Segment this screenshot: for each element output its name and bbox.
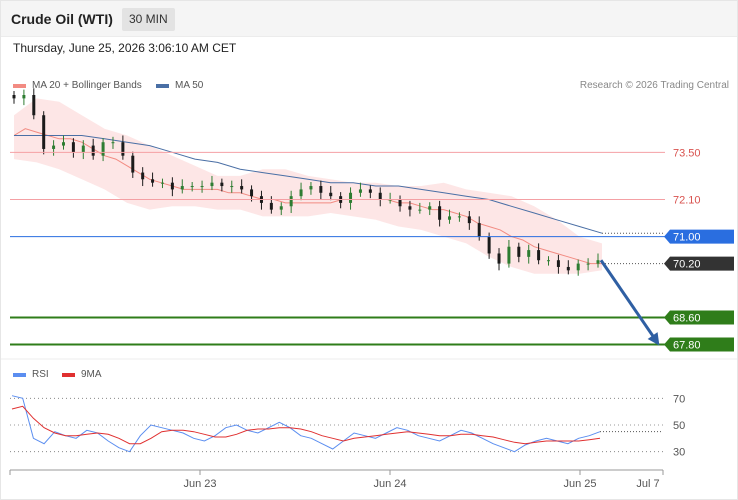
candle-body: [596, 260, 600, 264]
candle-body: [586, 263, 590, 265]
candle-body: [131, 155, 135, 173]
candle-body: [299, 189, 303, 197]
candle-body: [329, 192, 333, 197]
pivot-tag: [664, 229, 734, 244]
candle-body: [151, 179, 155, 183]
candle-body: [12, 95, 16, 99]
candle-body: [319, 186, 323, 193]
candle-body: [477, 223, 481, 237]
candle-body: [91, 145, 95, 156]
ma50-swatch: [156, 83, 169, 88]
ma50-line: [14, 135, 603, 234]
candle-body: [556, 260, 560, 267]
candle-body: [111, 142, 115, 144]
timeframe-badge[interactable]: 30 MIN: [122, 8, 175, 31]
instrument-title: Crude Oil (WTI): [11, 11, 113, 27]
timestamp: Thursday, June 25, 2026 3:06:10 AM CET: [13, 41, 237, 55]
candle-body: [378, 192, 382, 200]
legend-rsi: RSI: [13, 369, 49, 380]
candle-body: [408, 206, 412, 210]
candle-body: [190, 186, 194, 188]
candle-body: [527, 250, 531, 257]
ma20-legend-label: MA 20 + Bollinger Bands: [32, 80, 142, 91]
rsi-ma-line: [11, 405, 601, 445]
candle-body: [358, 189, 362, 193]
candle-body: [537, 250, 541, 261]
support-label: 67.80: [673, 340, 701, 352]
forecast-arrow: [599, 259, 658, 342]
rsi-legend-label: RSI: [32, 369, 49, 380]
rsi-line: [11, 395, 601, 453]
candle-body: [576, 263, 580, 271]
candle-body: [170, 182, 174, 190]
candle-body: [547, 260, 551, 262]
candle-body: [507, 246, 511, 264]
support-tag: [664, 337, 734, 352]
candle-body: [349, 192, 353, 203]
support-label: 68.60: [673, 313, 701, 325]
candle-body: [398, 199, 402, 207]
x-tick-label: Jun 23: [183, 478, 216, 490]
support-tag: [664, 310, 734, 325]
candle-body: [52, 145, 56, 149]
current-price-tag: [664, 256, 734, 271]
legend-9ma: 9MA: [62, 369, 102, 380]
candle-body: [517, 246, 521, 257]
candle-body: [309, 186, 313, 190]
candle-body: [160, 182, 164, 184]
candle-body: [220, 182, 224, 187]
candle-body: [71, 142, 75, 153]
candle-body: [141, 172, 145, 180]
candle-body: [210, 182, 214, 187]
candle-body: [180, 186, 184, 190]
chart-header: Crude Oil (WTI) 30 MIN: [1, 1, 737, 37]
ma20-swatch: [13, 83, 26, 88]
candle-body: [467, 216, 471, 224]
candle-body: [101, 142, 105, 156]
candle-body: [200, 186, 204, 188]
x-tick-label: Jun 24: [373, 478, 406, 490]
candle-body: [428, 206, 432, 210]
candle-body: [121, 142, 125, 156]
candle-body: [448, 216, 452, 220]
forecast-arrowhead: [647, 332, 660, 346]
ma20-line: [13, 128, 602, 265]
candle-body: [457, 216, 461, 218]
current-price-label: 70.20: [673, 259, 701, 271]
candle-body: [497, 253, 501, 264]
rsi-tick-label: 50: [673, 420, 685, 432]
candle-body: [230, 186, 234, 188]
rsi-tick-label: 70: [673, 393, 685, 405]
candle-body: [418, 209, 422, 211]
legend-ma20: MA 20 + Bollinger Bands: [13, 80, 142, 91]
legend-ma50: MA 50: [156, 80, 203, 91]
rsi-swatch: [13, 372, 26, 377]
candle-body: [240, 186, 244, 190]
pivot-label: 71.00: [673, 232, 701, 244]
candle-body: [32, 95, 36, 116]
candle-body: [279, 206, 283, 210]
rsi-tick-label: 30: [673, 447, 685, 459]
candle-body: [487, 236, 491, 254]
candle-body: [250, 189, 254, 197]
candle-body: [289, 196, 293, 207]
ma9-swatch: [62, 372, 75, 377]
ma9-legend-label: 9MA: [81, 369, 102, 380]
candle-body: [368, 189, 372, 193]
candle-body: [269, 202, 273, 210]
resistance-label: 73.50: [673, 147, 701, 159]
candle-body: [22, 95, 26, 99]
ma50-legend-label: MA 50: [175, 80, 204, 91]
candle-body: [566, 266, 570, 271]
x-tick-label: Jun 25: [563, 478, 596, 490]
candle-body: [81, 145, 85, 153]
candle-body: [438, 206, 442, 220]
resistance-label: 72.10: [673, 195, 701, 207]
candle-body: [61, 142, 65, 146]
x-tick-label: Jul 7: [636, 478, 659, 490]
credit-text: Research © 2026 Trading Central: [579, 80, 729, 91]
candle-body: [42, 115, 46, 149]
bollinger-band: [14, 98, 602, 274]
